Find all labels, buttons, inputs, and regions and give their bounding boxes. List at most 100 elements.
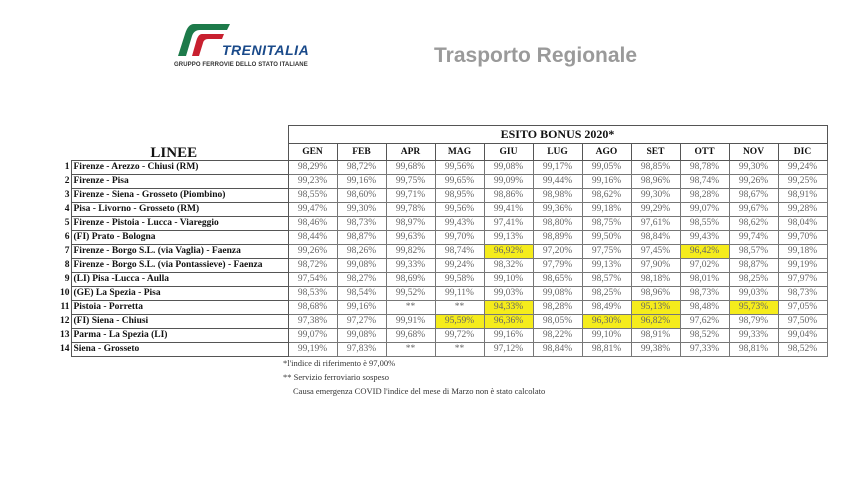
value-cell: 99,71% (385, 188, 436, 203)
table-row: 5 Firenze - Pistoia - Lucca - Viareggio 98… (60, 216, 828, 231)
value-cell: 99,30% (728, 160, 779, 175)
value-cell: 98,86% (483, 188, 534, 203)
value-cell: 98,73% (679, 286, 730, 301)
value-cell: 96,42% (679, 244, 730, 259)
value-cell: 96,36% (483, 314, 534, 329)
value-cell: 98,29% (287, 160, 338, 175)
table-row: 8 Firenze - Borgo S.L. (via Pontassieve) … (60, 258, 828, 273)
value-cell: 99,26% (728, 174, 779, 189)
month-header: GIU (483, 143, 534, 161)
value-cell: 96,30% (581, 314, 632, 329)
value-cell: 99,05% (581, 160, 632, 175)
value-cell: 99,43% (434, 216, 485, 231)
value-cell: 97,02% (679, 258, 730, 273)
value-cell: 99,82% (385, 244, 436, 259)
value-cell: 99,29% (630, 202, 681, 217)
value-cell: 99,10% (581, 328, 632, 343)
row-number: 4 (64, 204, 70, 214)
value-cell: 96,82% (630, 314, 681, 329)
row-number: 11 (60, 302, 70, 312)
value-cell: 99,33% (728, 328, 779, 343)
footnote-covid: Causa emergenza COVID l'indice del mese … (293, 386, 546, 396)
value-cell: 99,44% (532, 174, 583, 189)
page-title: Trasporto Regionale (434, 44, 638, 67)
value-cell: ** (434, 300, 485, 315)
value-cell: 99,11% (434, 286, 485, 301)
value-cell: 97,62% (679, 314, 730, 329)
value-cell: 98,22% (532, 328, 583, 343)
value-cell: 99,17% (532, 160, 583, 175)
table-row: 7 Firenze - Borgo S.L. (via Vaglia) - Fae… (60, 244, 828, 259)
value-cell: 98,01% (679, 272, 730, 287)
line-name: Firenze - Borgo S.L. (via Vaglia) - Faen… (70, 244, 289, 259)
table-row: 12 (FI) Siena - Chiusi 97,38% 97,27% 99,91% 9… (60, 314, 828, 329)
value-cell: 99,16% (336, 174, 387, 189)
line-name: Firenze - Siena - Grosseto (Piombino) (70, 188, 289, 203)
table-row: 13 Parma - La Spezia (LI) 99,07% 99,08% 99,6… (60, 328, 828, 343)
row-number: 7 (64, 246, 70, 256)
value-cell: 97,41% (483, 216, 534, 231)
value-cell: 98,57% (728, 244, 779, 259)
value-cell: 98,67% (728, 188, 779, 203)
value-cell: 98,89% (532, 230, 583, 245)
value-cell: 98,25% (581, 286, 632, 301)
month-header: MAG (434, 143, 485, 161)
value-cell: 98,49% (581, 300, 632, 315)
value-cell: 98,54% (336, 286, 387, 301)
footnotes: *l'indice di riferimento è 97,00% ** Ser… (283, 356, 545, 398)
line-name: (GE) La Spezia - Pisa (70, 286, 289, 301)
value-cell: 98,72% (336, 160, 387, 175)
value-cell: 98,05% (532, 314, 583, 329)
value-cell: 99,50% (581, 230, 632, 245)
value-cell: 98,80% (532, 216, 583, 231)
row-number: 14 (60, 344, 70, 354)
line-name: Parma - La Spezia (LI) (70, 328, 289, 343)
table-row: 4 Pisa - Livorno - Grosseto (RM) 99,47% 99,… (60, 202, 828, 217)
line-name: Siena - Grosseto (70, 342, 289, 357)
value-cell: 95,73% (728, 300, 779, 315)
value-cell: ** (385, 342, 436, 357)
table-row: 3 Firenze - Siena - Grosseto (Piombino) 98… (60, 188, 828, 203)
month-header: OTT (679, 143, 730, 161)
value-cell: 98,26% (336, 244, 387, 259)
value-cell: 99,74% (728, 230, 779, 245)
value-cell: 99,30% (336, 202, 387, 217)
value-cell: 99,13% (581, 258, 632, 273)
value-cell: 98,98% (532, 188, 583, 203)
value-cell: 99,07% (287, 328, 338, 343)
value-cell: 99,43% (679, 230, 730, 245)
value-cell: 99,03% (483, 286, 534, 301)
table-row: 14 Siena - Grosseto 99,19% 97,83% ** ** 97,12%… (60, 342, 828, 357)
value-cell: 99,18% (777, 244, 828, 259)
value-cell: 98,04% (777, 216, 828, 231)
value-cell: 97,90% (630, 258, 681, 273)
value-cell: 98,52% (679, 328, 730, 343)
value-cell: 98,91% (777, 188, 828, 203)
value-cell: ** (434, 342, 485, 357)
table-row: 11 Pistoia - Porretta 98,68% 99,16% ** ** 94,3… (60, 300, 828, 315)
value-cell: 98,55% (287, 188, 338, 203)
value-cell: 98,97% (385, 216, 436, 231)
table-row: 1 Firenze - Arezzo - Chiusi (RM) 98,29% 98,… (60, 160, 828, 175)
value-cell: 99,18% (581, 202, 632, 217)
line-name: Firenze - Borgo S.L. (via Pontassieve) -… (70, 258, 289, 273)
value-cell: 99,08% (336, 258, 387, 273)
line-name: Pisa - Livorno - Grosseto (RM) (70, 202, 289, 217)
month-header: LUG (532, 143, 583, 161)
footnote-suspended: ** Servizio ferroviario sospeso (283, 372, 389, 382)
month-header: NOV (728, 143, 779, 161)
line-name: (FI) Siena - Chiusi (70, 314, 289, 329)
month-header: SET (630, 143, 681, 161)
value-cell: 97,75% (581, 244, 632, 259)
month-header: GEN (287, 143, 338, 161)
value-cell: 98,25% (728, 272, 779, 287)
value-cell: 98,57% (581, 272, 632, 287)
value-cell: 99,07% (679, 202, 730, 217)
value-cell: 98,55% (679, 216, 730, 231)
value-cell: 97,45% (630, 244, 681, 259)
row-number: 1 (64, 162, 70, 172)
value-cell: 98,48% (679, 300, 730, 315)
value-cell: ** (385, 300, 436, 315)
value-cell: 99,09% (483, 174, 534, 189)
value-cell: 99,10% (483, 272, 534, 287)
